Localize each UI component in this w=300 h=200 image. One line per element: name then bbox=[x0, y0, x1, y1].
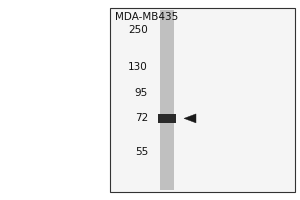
Text: 95: 95 bbox=[135, 88, 148, 98]
Text: 130: 130 bbox=[128, 62, 148, 72]
Bar bbox=[160, 10, 174, 190]
Bar bbox=[158, 114, 176, 123]
Text: 250: 250 bbox=[128, 25, 148, 35]
Text: 72: 72 bbox=[135, 113, 148, 123]
Polygon shape bbox=[184, 114, 196, 123]
Bar bbox=[110, 8, 295, 192]
Text: 55: 55 bbox=[135, 147, 148, 157]
Text: MDA-MB435: MDA-MB435 bbox=[115, 12, 178, 22]
